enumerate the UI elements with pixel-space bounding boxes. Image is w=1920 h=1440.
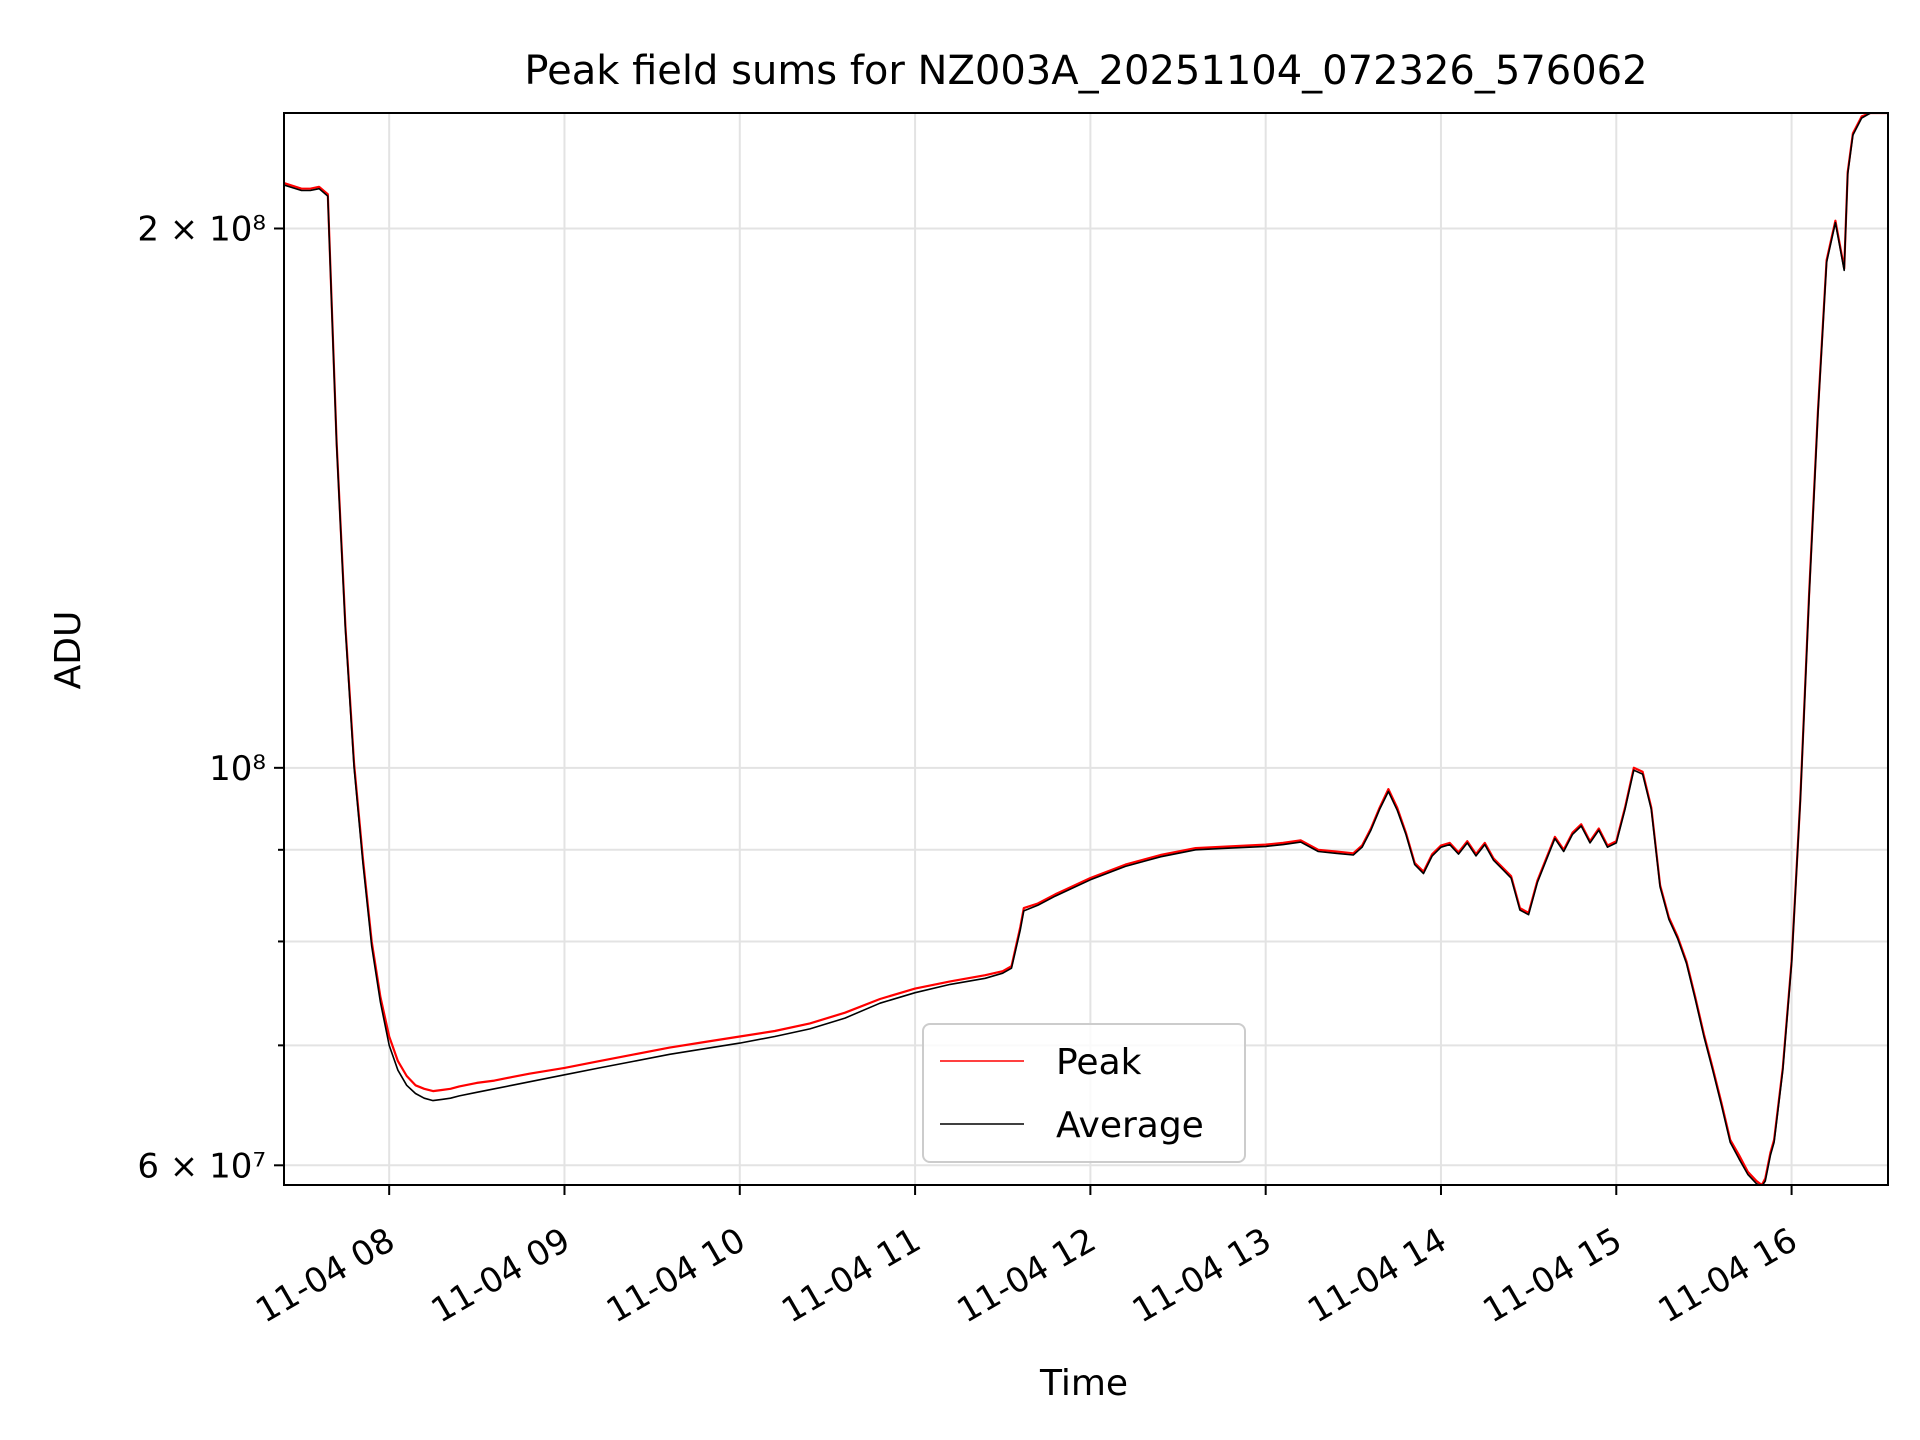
series-line-peak [284,113,1888,1185]
y-tick-label: 10⁸ [209,749,266,789]
chart-title: Peak field sums for NZ003A_20251104_0723… [524,48,1647,94]
y-tick-label: 2 × 10⁸ [137,209,266,249]
series-line-average [284,113,1888,1185]
legend: Peak Average [922,1023,1246,1163]
legend-box [922,1023,1246,1163]
y-axis-ticks: 6 × 10⁷ 10⁸ 2 × 10⁸ [137,209,284,1186]
legend-label-peak: Peak [1056,1042,1142,1083]
plot-frame [283,112,1889,1186]
y-axis-label: ADU [48,611,89,690]
legend-label-average: Average [1056,1105,1204,1146]
x-axis-label: Time [1039,1363,1128,1404]
y-tick-label: 6 × 10⁷ [137,1146,266,1186]
series-layer [284,113,1888,1185]
